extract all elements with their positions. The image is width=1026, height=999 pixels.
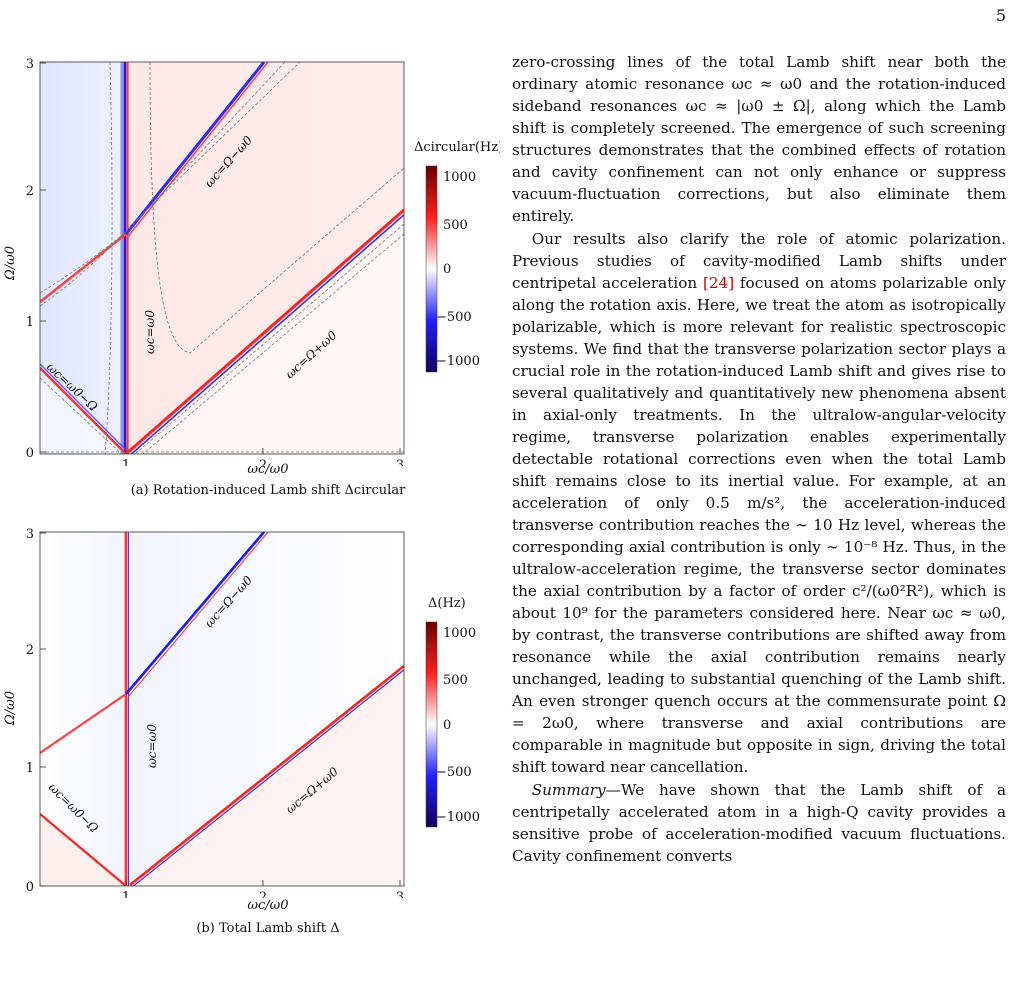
summary-lead: Summary (531, 781, 606, 799)
x-tick-1: 1 (122, 890, 130, 898)
colorbar-label: Δ(Hz) (428, 596, 466, 611)
heatmap-b: 1 2 3 0 1 2 3 Ω/ω0 ωc=Ω−ω0 ωc=ω0 ωc=Ω+ω0… (3, 527, 480, 898)
caption-b: (b) Total Lamb shift Δ (196, 921, 340, 936)
page-number: 5 (995, 6, 1006, 25)
y-tick-1: 1 (26, 761, 34, 776)
cb-tick-1000: 1000 (443, 626, 476, 641)
cb-tick-500: 500 (443, 218, 468, 233)
citation-link[interactable]: [24] (702, 274, 735, 292)
y-tick-0: 0 (26, 880, 34, 895)
caption-a: (a) Rotation-induced Lamb shift Δcircula… (130, 483, 406, 498)
label-omega-c: ωc=ω0 (145, 724, 159, 768)
y-tick-0: 0 (26, 446, 34, 461)
cb-tick-neg1000: −1000 (436, 354, 480, 369)
figure-a: 1 2 3 0 1 2 3 Ω/ω0 ωc=Ω−ω0 ωc=ω0 ωc=Ω+ω0… (0, 48, 500, 498)
x-tick-3: 3 (396, 458, 404, 466)
x-tick-2: 2 (259, 458, 267, 466)
cb-tick-500: 500 (443, 673, 468, 688)
paragraph-2-start: Our results also clarify the role of ato… (512, 230, 1006, 292)
y-tick-2: 2 (26, 184, 34, 199)
cb-tick-0: 0 (443, 262, 451, 277)
x-tick-3: 3 (396, 890, 404, 898)
body-text: zero-crossing lines of the total Lamb sh… (512, 51, 1006, 867)
y-tick-2: 2 (26, 643, 34, 658)
x-tick-1: 1 (122, 458, 130, 466)
x-axis-label: ωc/ω0 (247, 898, 289, 913)
y-axis-label: Ω/ω0 (3, 246, 18, 281)
y-tick-3: 3 (26, 57, 34, 72)
cb-tick-neg1000: −1000 (436, 810, 480, 825)
cb-tick-neg500: −500 (436, 765, 472, 780)
summary-text: —We have shown that the Lamb shift of a … (512, 781, 1006, 865)
x-tick-2: 2 (259, 890, 267, 898)
paragraph-summary: Summary—We have shown that the Lamb shif… (512, 779, 1006, 867)
paragraph-1: zero-crossing lines of the total Lamb sh… (512, 53, 1006, 225)
figure-b: 1 2 3 0 1 2 3 Ω/ω0 ωc=Ω−ω0 ωc=ω0 ωc=Ω+ω0… (0, 518, 500, 936)
label-omega-c: ωc=ω0 (143, 310, 157, 354)
cb-tick-neg500: −500 (436, 310, 472, 325)
cb-tick-1000: 1000 (443, 170, 476, 185)
y-tick-1: 1 (26, 315, 34, 330)
y-tick-3: 3 (26, 527, 34, 542)
y-axis-label: Ω/ω0 (3, 691, 18, 726)
colorbar-label: Δcircular(Hz) (414, 140, 500, 155)
paragraph-2-end: focused on atoms polarizable only along … (512, 274, 1006, 776)
heatmap-a: 1 2 3 0 1 2 3 Ω/ω0 ωc=Ω−ω0 ωc=ω0 ωc=Ω+ω0… (3, 57, 500, 466)
cb-tick-0: 0 (443, 718, 451, 733)
x-axis-label: ωc/ω0 (247, 462, 289, 477)
paragraph-2: Our results also clarify the role of ato… (512, 228, 1006, 778)
